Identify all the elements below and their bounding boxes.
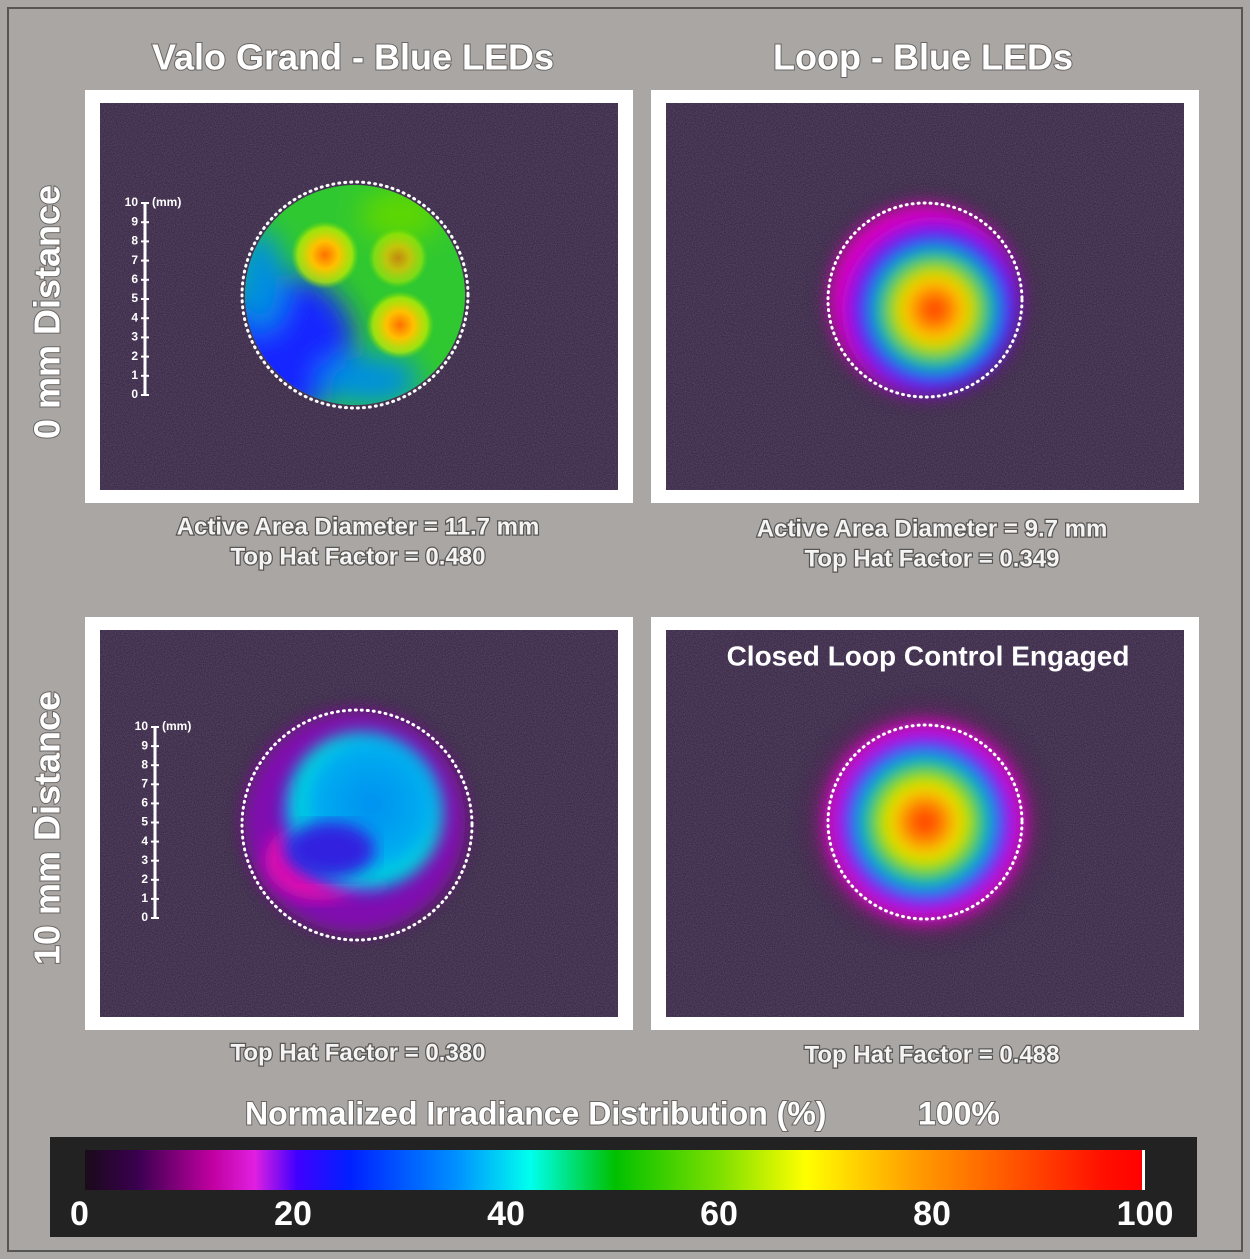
scale-tick-label: 0 (131, 387, 138, 401)
caption: Top Hat Factor = 0.349 (805, 545, 1060, 572)
colorbar-tick-label: 100 (1117, 1195, 1174, 1233)
column-title: Valo Grand - Blue LEDs (152, 37, 554, 78)
caption: Top Hat Factor = 0.380 (231, 1039, 486, 1066)
scale-tick-label: 8 (131, 234, 138, 248)
scale-tick-label: 7 (141, 776, 148, 790)
annotation: Closed Loop Control Engaged (727, 640, 1130, 671)
scale-tick-label: 8 (141, 757, 148, 771)
scale-tick-label: 9 (141, 738, 148, 752)
scale-tick-label: 7 (131, 253, 138, 267)
caption: Top Hat Factor = 0.480 (231, 543, 486, 570)
figure: Valo Grand - Blue LEDs Loop - Blue LEDs … (0, 0, 1250, 1259)
beam-image (785, 682, 1065, 962)
caption: Active Area Diameter = 11.7 mm (177, 513, 540, 540)
colorbar-end (1142, 1150, 1145, 1190)
scale-tick-label: 9 (131, 214, 138, 228)
scale-tick-label: 0 (141, 910, 148, 924)
scale-tick-label: 3 (141, 853, 148, 867)
scale-unit: (mm) (162, 719, 191, 733)
scale-tick-label: 4 (141, 834, 148, 848)
beam-image (220, 687, 490, 957)
scale-tick-label: 10 (135, 719, 149, 733)
scale-tick-label: 10 (125, 195, 139, 209)
caption: Active Area Diameter = 9.7 mm (757, 515, 1108, 542)
scale-tick-label: 6 (131, 272, 138, 286)
scale-unit: (mm) (152, 195, 181, 209)
colorbar-tick-label: 60 (700, 1195, 738, 1233)
scale-tick-label: 3 (131, 330, 138, 344)
caption: Top Hat Factor = 0.488 (805, 1041, 1060, 1068)
colorbar-tick-label: 20 (274, 1195, 312, 1233)
scale-tick-label: 2 (141, 872, 148, 886)
scale-tick-label: 5 (131, 291, 138, 305)
colorbar-tick-label: 80 (913, 1195, 951, 1233)
scale-tick-label: 5 (141, 815, 148, 829)
colorbar-tick-label: 40 (487, 1195, 525, 1233)
row-label: 10 mm Distance (27, 691, 68, 965)
colorbar-max-label: 100% (918, 1095, 1000, 1131)
scale-tick-label: 1 (141, 891, 148, 905)
colorbar-tick-label: 0 (70, 1195, 89, 1233)
colorbar-title: Normalized Irradiance Distribution (%) (245, 1095, 826, 1131)
scale-tick-label: 2 (131, 349, 138, 363)
scale-tick-label: 1 (131, 368, 138, 382)
row-label: 0 mm Distance (27, 185, 68, 439)
beam-image (800, 175, 1050, 425)
scale-tick-label: 6 (141, 796, 148, 810)
column-title: Loop - Blue LEDs (773, 37, 1073, 78)
colorbar (85, 1150, 1145, 1190)
scale-tick-label: 4 (131, 310, 138, 324)
